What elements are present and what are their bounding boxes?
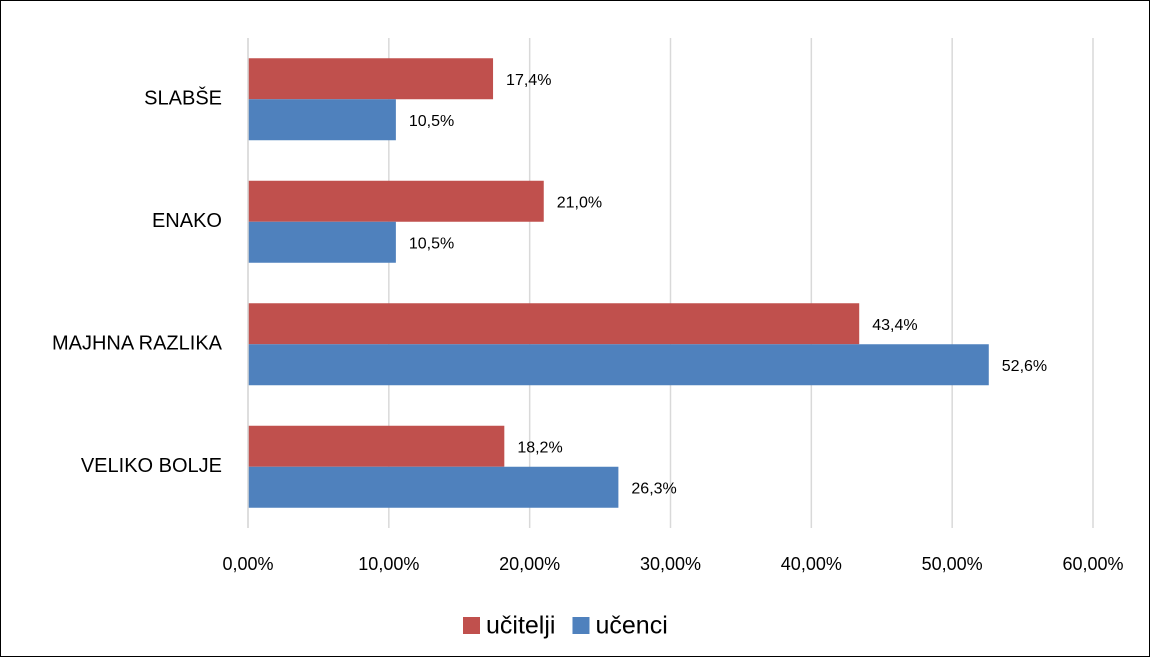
legend-label: učenci — [595, 612, 667, 640]
x-tick-label: 60,00% — [1062, 554, 1123, 574]
bar — [248, 466, 619, 508]
bar — [248, 425, 505, 467]
legend-swatch — [463, 617, 480, 634]
legend-swatch — [572, 617, 590, 634]
x-tick-label: 10,00% — [358, 554, 419, 574]
data-label: 10,5% — [409, 113, 454, 130]
x-tick-label: 20,00% — [499, 554, 560, 574]
bar — [248, 58, 494, 100]
data-label: 21,0% — [557, 194, 602, 211]
x-tick-label: 30,00% — [640, 554, 701, 574]
bar — [248, 180, 544, 222]
legend-label: učitelji — [486, 612, 555, 640]
bar — [248, 99, 396, 141]
x-tick-label: 40,00% — [781, 554, 842, 574]
y-tick-label: ENAKO — [152, 210, 222, 232]
bar — [248, 303, 860, 345]
data-label: 18,2% — [517, 439, 562, 456]
y-tick-label: SLABŠE — [144, 87, 222, 110]
data-label: 10,5% — [409, 235, 454, 252]
y-tick-label: MAJHNA RAZLIKA — [52, 333, 223, 355]
data-label: 52,6% — [1002, 358, 1047, 375]
x-tick-label: 50,00% — [922, 554, 983, 574]
bar — [248, 344, 989, 386]
x-tick-label: 0,00% — [222, 554, 273, 574]
bar — [248, 221, 396, 263]
data-label: 17,4% — [506, 72, 551, 89]
data-label: 26,3% — [631, 480, 676, 497]
data-label: 43,4% — [872, 317, 917, 334]
y-tick-label: VELIKO BOLJE — [81, 455, 222, 477]
